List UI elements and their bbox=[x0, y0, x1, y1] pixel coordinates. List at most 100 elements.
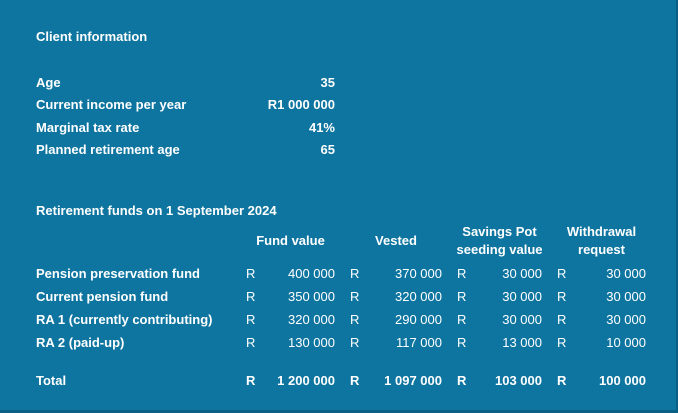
client-info-value: 41% bbox=[308, 119, 335, 135]
client-info-label: Planned retirement age bbox=[36, 142, 180, 158]
total-vested-cell: R 1 097 000 bbox=[350, 373, 442, 388]
amount: 117 000 bbox=[395, 335, 442, 350]
amount: 1 200 000 bbox=[277, 373, 335, 388]
amount: 30 000 bbox=[502, 312, 542, 327]
amount: 30 000 bbox=[502, 266, 542, 281]
client-info-rows: Age 35 Current income per year R1 000 00… bbox=[36, 71, 676, 161]
column-header-savings-pot: Savings Pot seeding value bbox=[456, 223, 543, 259]
savings-pot-cell: R 30 000 bbox=[457, 289, 542, 304]
currency-symbol: R bbox=[557, 312, 567, 327]
withdrawal-cell: R 30 000 bbox=[557, 266, 646, 281]
vested-cell: R 290 000 bbox=[350, 312, 442, 327]
amount: 13 000 bbox=[502, 335, 542, 350]
amount: 370 000 bbox=[395, 266, 442, 281]
currency-symbol: R bbox=[350, 373, 360, 388]
fund-value-cell: R 320 000 bbox=[246, 312, 335, 327]
savings-pot-cell: R 13 000 bbox=[457, 335, 542, 350]
currency-symbol: R bbox=[457, 289, 467, 304]
table-total-row: Total R 1 200 000 R 1 097 000 R 103 000 … bbox=[36, 369, 676, 392]
amount: 100 000 bbox=[599, 373, 646, 388]
column-header-line2: seeding value bbox=[456, 242, 543, 257]
amount: 30 000 bbox=[606, 312, 646, 327]
total-withdrawal-cell: R 100 000 bbox=[557, 373, 646, 388]
client-info-section: Client information Age 35 Current income… bbox=[36, 29, 676, 161]
currency-symbol: R bbox=[246, 312, 256, 327]
currency-symbol: R bbox=[457, 312, 467, 327]
fund-value-cell: R 350 000 bbox=[246, 289, 335, 304]
client-info-label: Marginal tax rate bbox=[36, 119, 140, 135]
fund-row-label: RA 2 (paid-up) bbox=[36, 335, 125, 350]
client-info-row: Current income per year R1 000 000 bbox=[36, 94, 676, 117]
column-header-line1: Withdrawal bbox=[566, 224, 637, 239]
client-info-row: Planned retirement age 65 bbox=[36, 139, 676, 162]
column-header-withdrawal: Withdrawal request bbox=[557, 223, 646, 259]
amount: 350 000 bbox=[288, 289, 335, 304]
amount: 30 000 bbox=[606, 266, 646, 281]
withdrawal-cell: R 30 000 bbox=[557, 312, 646, 327]
client-info-value: 65 bbox=[320, 142, 335, 158]
column-header-line1: Vested bbox=[375, 233, 417, 248]
amount: 103 000 bbox=[495, 373, 542, 388]
currency-symbol: R bbox=[557, 266, 567, 281]
client-info-row: Age 35 bbox=[36, 71, 676, 94]
vested-cell: R 370 000 bbox=[350, 266, 442, 281]
amount: 320 000 bbox=[395, 289, 442, 304]
client-info-label: Current income per year bbox=[36, 97, 187, 113]
currency-symbol: R bbox=[246, 266, 256, 281]
table-row: Pension preservation fund R 400 000 R 37… bbox=[36, 262, 676, 285]
amount: 320 000 bbox=[288, 312, 335, 327]
column-header-fund-value: Fund value bbox=[246, 223, 335, 259]
currency-symbol: R bbox=[557, 335, 567, 350]
fund-value-cell: R 400 000 bbox=[246, 266, 335, 281]
currency-symbol: R bbox=[457, 266, 467, 281]
table-row: RA 1 (currently contributing) R 320 000 … bbox=[36, 308, 676, 331]
total-savings-pot-cell: R 103 000 bbox=[457, 373, 542, 388]
amount: 130 000 bbox=[288, 335, 335, 350]
amount: 30 000 bbox=[502, 289, 542, 304]
currency-symbol: R bbox=[557, 289, 567, 304]
column-header-vested: Vested bbox=[350, 223, 442, 259]
amount: 1 097 000 bbox=[384, 373, 442, 388]
currency-symbol: R bbox=[350, 266, 360, 281]
client-info-title: Client information bbox=[36, 29, 148, 44]
funds-table-title: Retirement funds on 1 September 2024 bbox=[36, 203, 277, 218]
column-header-line1: Fund value bbox=[256, 233, 325, 248]
currency-symbol: R bbox=[246, 335, 256, 350]
fund-value-cell: R 130 000 bbox=[246, 335, 335, 350]
withdrawal-cell: R 30 000 bbox=[557, 289, 646, 304]
withdrawal-cell: R 10 000 bbox=[557, 335, 646, 350]
currency-symbol: R bbox=[246, 373, 256, 388]
amount: 30 000 bbox=[606, 289, 646, 304]
client-info-label: Age bbox=[36, 74, 61, 90]
vested-cell: R 117 000 bbox=[350, 335, 442, 350]
client-info-value: 35 bbox=[320, 74, 335, 90]
savings-pot-cell: R 30 000 bbox=[457, 312, 542, 327]
client-info-value: R1 000 000 bbox=[267, 97, 335, 113]
fund-row-label: Current pension fund bbox=[36, 289, 169, 304]
savings-pot-cell: R 30 000 bbox=[457, 266, 542, 281]
total-fund-value-cell: R 1 200 000 bbox=[246, 373, 335, 388]
fund-row-label: RA 1 (currently contributing) bbox=[36, 312, 213, 327]
amount: 400 000 bbox=[288, 266, 335, 281]
currency-symbol: R bbox=[350, 289, 360, 304]
amount: 290 000 bbox=[395, 312, 442, 327]
client-info-row: Marginal tax rate 41% bbox=[36, 116, 676, 139]
currency-symbol: R bbox=[457, 373, 467, 388]
table-row: RA 2 (paid-up) R 130 000 R 117 000 R 13 … bbox=[36, 331, 676, 354]
table-row: Current pension fund R 350 000 R 320 000… bbox=[36, 285, 676, 308]
currency-symbol: R bbox=[457, 335, 467, 350]
column-header-line2: request bbox=[578, 242, 625, 257]
currency-symbol: R bbox=[246, 289, 256, 304]
funds-table-body: Pension preservation fund R 400 000 R 37… bbox=[36, 262, 676, 354]
column-header-line1: Savings Pot bbox=[462, 224, 537, 239]
vested-cell: R 320 000 bbox=[350, 289, 442, 304]
amount: 10 000 bbox=[606, 335, 646, 350]
currency-symbol: R bbox=[350, 312, 360, 327]
funds-table-header: Fund value Vested Savings Pot seeding va… bbox=[36, 223, 676, 259]
currency-symbol: R bbox=[557, 373, 567, 388]
funds-table-section: Retirement funds on 1 September 2024 Fun… bbox=[36, 203, 676, 392]
currency-symbol: R bbox=[350, 335, 360, 350]
fund-row-label: Pension preservation fund bbox=[36, 266, 200, 281]
total-label: Total bbox=[36, 373, 67, 388]
